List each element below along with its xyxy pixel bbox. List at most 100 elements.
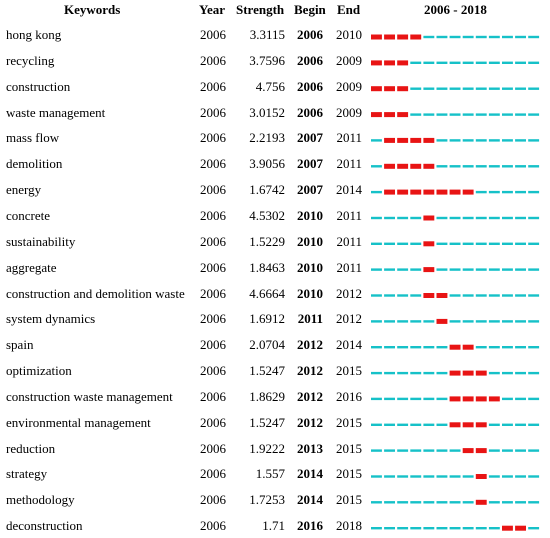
keyword-cell: methodology	[6, 492, 75, 508]
end-cell: 2015	[336, 363, 362, 379]
timeline-segment	[423, 346, 435, 349]
end-cell: 2015	[336, 492, 362, 508]
year-cell: 2006	[200, 466, 226, 482]
timeline-segment	[528, 371, 540, 375]
timeline-segment	[410, 242, 422, 245]
timeline-segment	[397, 501, 409, 504]
timeline-segment	[397, 449, 409, 452]
timeline-segment	[528, 139, 540, 142]
burst-segment	[423, 137, 435, 143]
end-cell: 2018	[336, 518, 362, 534]
year-cell: 2006	[200, 207, 226, 223]
burst-segment	[462, 448, 474, 454]
begin-cell: 2010	[297, 259, 323, 275]
timeline-segment	[502, 216, 513, 220]
keyword-cell: system dynamics	[6, 311, 96, 327]
timeline-segment	[475, 190, 487, 194]
timeline-segment	[528, 165, 540, 168]
keyword-cell: mass flow	[6, 130, 60, 146]
keyword-cell: construction and demolition waste	[6, 285, 185, 301]
strength-cell: 1.71	[262, 518, 285, 534]
end-cell: 2009	[336, 78, 362, 94]
timeline-segment	[502, 294, 513, 297]
begin-cell: 2011	[297, 311, 323, 327]
year-cell: 2006	[200, 52, 226, 68]
timeline-segment	[488, 113, 500, 116]
timeline-segment	[397, 527, 409, 530]
end-cell: 2011	[336, 259, 362, 275]
timeline-segment	[436, 475, 448, 478]
timeline-segment	[436, 423, 448, 426]
timeline-segment	[528, 527, 540, 530]
timeline-segment	[462, 113, 474, 116]
timeline-segment	[462, 294, 474, 297]
timeline-segment	[384, 371, 395, 375]
timeline-segment	[449, 216, 461, 220]
burst-segment	[475, 448, 487, 454]
timeline-segment	[502, 139, 513, 142]
timeline-segment	[449, 113, 461, 116]
timeline-segment	[371, 216, 382, 220]
timeline-segment	[423, 501, 435, 504]
begin-cell: 2012	[297, 337, 323, 353]
timeline-segment	[488, 35, 500, 39]
timeline-segment	[528, 320, 540, 323]
timeline-segment	[436, 449, 448, 452]
begin-cell: 2010	[297, 285, 323, 301]
burst-segment	[384, 34, 395, 40]
timeline-segment	[449, 242, 461, 245]
timeline-segment	[371, 423, 382, 426]
year-cell: 2006	[200, 518, 226, 534]
burst-segment	[449, 422, 461, 428]
timeline-segment	[436, 165, 448, 168]
timeline-segment	[436, 216, 448, 220]
timeline-segment	[371, 346, 382, 349]
timeline-segment	[488, 216, 500, 220]
timeline-segment	[515, 87, 526, 90]
timeline-segment	[502, 242, 513, 245]
timeline-segment	[528, 216, 540, 220]
keyword-cell: optimization	[6, 363, 72, 379]
timeline-segment	[462, 216, 474, 220]
end-cell: 2009	[336, 52, 362, 68]
year-cell: 2006	[200, 27, 226, 42]
begin-cell: 2013	[297, 440, 323, 456]
timeline-segment	[488, 371, 500, 375]
timeline-segment	[436, 35, 448, 39]
timeline-segment	[502, 346, 513, 349]
burst-segment	[436, 293, 448, 298]
timeline-segment	[384, 216, 395, 220]
timeline-segment	[436, 268, 448, 271]
timeline-segment	[462, 527, 474, 530]
end-cell: 2014	[336, 337, 362, 353]
timeline-segment	[475, 268, 487, 271]
keyword-cell: environmental management	[6, 414, 151, 430]
strength-cell: 1.8629	[249, 388, 285, 404]
end-cell: 2011	[336, 156, 362, 172]
keyword-cell: demolition	[6, 156, 63, 172]
strength-cell: 1.9222	[249, 440, 285, 456]
timeline-segment	[515, 242, 526, 245]
timeline-segment	[436, 113, 448, 116]
begin-cell: 2010	[297, 207, 323, 223]
begin-cell: 2007	[297, 182, 323, 198]
timeline-segment	[397, 216, 409, 220]
strength-cell: 4.5302	[249, 207, 285, 223]
timeline-segment	[371, 165, 382, 168]
timeline-segment	[475, 35, 487, 39]
keyword-cell: reduction	[6, 440, 56, 456]
burst-segment	[397, 86, 409, 92]
year-cell: 2006	[200, 285, 226, 301]
strength-cell: 1.6742	[249, 182, 285, 198]
timeline-segment	[384, 475, 395, 478]
timeline-segment	[384, 449, 395, 452]
burst-segment	[423, 189, 435, 195]
header-year-range: 2006 - 2018	[424, 2, 487, 17]
timeline-segment	[515, 294, 526, 297]
timeline-segment	[515, 320, 526, 323]
burst-segment	[462, 396, 474, 402]
timeline-segment	[528, 61, 540, 64]
timeline-segment	[449, 501, 461, 504]
timeline-segment	[423, 61, 435, 64]
burst-segment	[449, 189, 461, 195]
